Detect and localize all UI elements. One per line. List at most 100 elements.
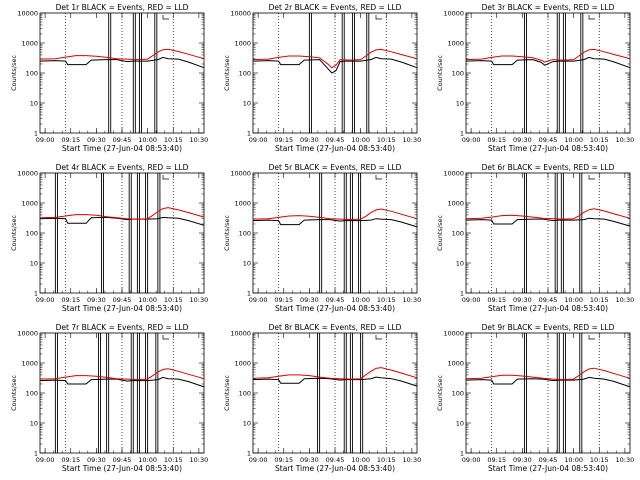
y-tick-label: 1000: [21, 200, 38, 208]
attenuator-marker: [588, 335, 595, 340]
panel-title: Det 4r BLACK = Events, RED = LLD: [56, 163, 189, 172]
panel-det-9: Det 9r BLACK = Events, RED = LLD 1 10 100 10…: [436, 323, 634, 473]
y-tick-label: 10: [30, 100, 38, 108]
x-tick-label: 10:00: [138, 136, 157, 144]
x-tick-label: 10:30: [190, 456, 209, 464]
x-tick-label: 09:30: [513, 136, 532, 144]
series-lld-line: [39, 48, 205, 61]
y-tick-label: 100: [452, 70, 464, 78]
y-tick-label: 1: [247, 130, 251, 138]
series-lld-line: [252, 48, 418, 69]
series-lld-line: [465, 48, 631, 63]
y-tick-label: 1000: [447, 200, 464, 208]
y-axis-label: Counts/sec: [10, 215, 18, 251]
panel-det-8: Det 8r BLACK = Events, RED = LLD 1 10 100 10…: [223, 323, 421, 473]
x-tick-label: 10:30: [190, 296, 209, 304]
x-tick-label: 10:15: [164, 456, 183, 464]
x-tick-label: 09:15: [487, 136, 506, 144]
x-tick-label: 10:15: [377, 136, 396, 144]
panel-title: Det 5r BLACK = Events, RED = LLD: [269, 163, 402, 172]
series-lld-line: [252, 367, 418, 380]
y-axis-label: Counts/sec: [223, 215, 231, 251]
x-tick-label: 09:45: [113, 456, 132, 464]
x-tick-label: 09:15: [61, 136, 80, 144]
x-tick-label: 10:30: [403, 456, 422, 464]
x-tick-label: 09:45: [539, 136, 558, 144]
x-tick-label: 10:00: [351, 296, 370, 304]
x-tick-label: 09:30: [87, 456, 106, 464]
x-tick-label: 09:30: [513, 296, 532, 304]
x-axis-label: Start Time (27-Jun-04 08:53:40): [488, 464, 608, 473]
x-tick-label: 10:00: [351, 136, 370, 144]
x-tick-label: 09:00: [36, 136, 55, 144]
x-tick-label: 09:15: [487, 296, 506, 304]
y-tick-label: 10000: [443, 330, 464, 338]
y-tick-label: 1000: [447, 360, 464, 368]
panel-title: Det 2r BLACK = Events, RED = LLD: [269, 3, 402, 12]
x-axis-label: Start Time (27-Jun-04 08:53:40): [275, 144, 395, 153]
panel-title: Det 1r BLACK = Events, RED = LLD: [56, 3, 189, 12]
series-lld-line: [39, 368, 205, 381]
panel-det-3: Det 3r BLACK = Events, RED = LLD 1 10 100 10…: [436, 3, 634, 153]
x-tick-label: 09:00: [36, 456, 55, 464]
y-tick-label: 10000: [443, 10, 464, 18]
x-axis-label: Start Time (27-Jun-04 08:53:40): [275, 304, 395, 313]
x-tick-label: 09:30: [300, 136, 319, 144]
x-tick-label: 10:15: [377, 296, 396, 304]
attenuator-marker: [375, 15, 382, 20]
x-tick-label: 09:45: [326, 296, 345, 304]
x-tick-label: 09:15: [61, 456, 80, 464]
y-tick-label: 1: [34, 450, 38, 458]
y-axis-label: Counts/sec: [10, 55, 18, 91]
y-tick-label: 10: [456, 260, 464, 268]
x-axis-label: Start Time (27-Jun-04 08:53:40): [275, 464, 395, 473]
x-axis-label: Start Time (27-Jun-04 08:53:40): [62, 144, 182, 153]
x-tick-label: 10:15: [164, 136, 183, 144]
y-tick-label: 1000: [234, 360, 251, 368]
x-tick-label: 10:00: [138, 296, 157, 304]
y-tick-label: 1: [247, 450, 251, 458]
series-events-line: [39, 216, 205, 226]
x-axis-label: Start Time (27-Jun-04 08:53:40): [488, 304, 608, 313]
series-events-line: [465, 217, 631, 227]
x-tick-label: 10:15: [377, 456, 396, 464]
x-tick-label: 09:15: [274, 296, 293, 304]
x-tick-label: 09:15: [274, 456, 293, 464]
y-tick-label: 10: [243, 260, 251, 268]
series-events-line: [252, 218, 418, 228]
x-axis-label: Start Time (27-Jun-04 08:53:40): [62, 464, 182, 473]
y-tick-label: 10: [456, 100, 464, 108]
y-tick-label: 1: [460, 450, 464, 458]
x-tick-label: 09:30: [300, 456, 319, 464]
x-tick-label: 09:45: [539, 296, 558, 304]
y-tick-label: 100: [452, 230, 464, 238]
x-tick-label: 10:15: [590, 296, 609, 304]
panel-title: Det 3r BLACK = Events, RED = LLD: [482, 3, 615, 12]
x-tick-label: 09:45: [326, 136, 345, 144]
attenuator-marker: [588, 175, 595, 180]
attenuator-marker: [375, 175, 382, 180]
x-tick-label: 09:30: [513, 456, 532, 464]
x-tick-label: 09:00: [462, 456, 481, 464]
y-tick-label: 1000: [234, 40, 251, 48]
y-tick-label: 10000: [443, 170, 464, 178]
y-tick-label: 1000: [21, 360, 38, 368]
panel-det-6: Det 6r BLACK = Events, RED = LLD 1 10 100 10…: [436, 163, 634, 313]
y-tick-label: 10000: [230, 10, 251, 18]
y-axis-label: Counts/sec: [436, 215, 444, 251]
y-tick-label: 10000: [17, 170, 38, 178]
x-tick-label: 09:00: [36, 296, 55, 304]
panel-title: Det 9r BLACK = Events, RED = LLD: [482, 323, 615, 332]
y-tick-label: 100: [239, 70, 251, 78]
y-axis-label: Counts/sec: [223, 375, 231, 411]
y-tick-label: 1000: [21, 40, 38, 48]
x-tick-label: 10:00: [564, 456, 583, 464]
panel-title: Det 7r BLACK = Events, RED = LLD: [56, 323, 189, 332]
y-tick-label: 1: [247, 290, 251, 298]
y-tick-label: 10: [243, 420, 251, 428]
x-tick-label: 09:45: [113, 136, 132, 144]
x-tick-label: 10:30: [616, 296, 635, 304]
panel-det-2: Det 2r BLACK = Events, RED = LLD 1 10 100 10…: [223, 3, 421, 153]
x-tick-label: 09:00: [249, 456, 268, 464]
